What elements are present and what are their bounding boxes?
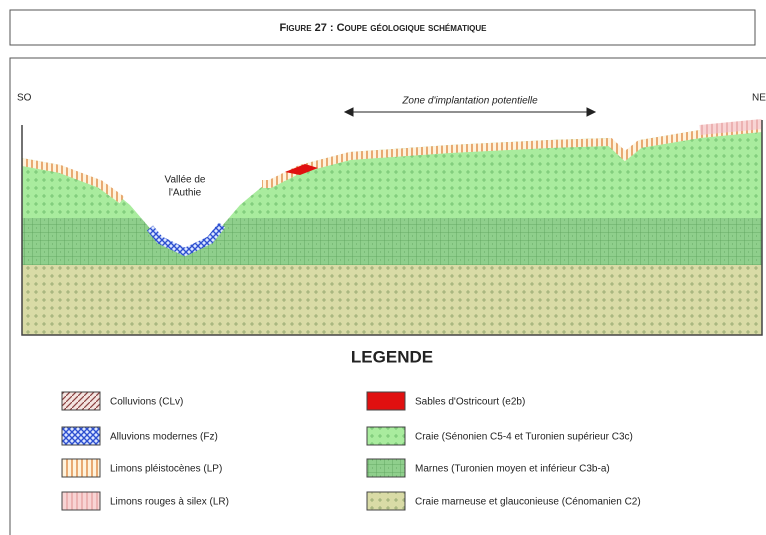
figure-title: Figure 27 : Coupe géologique schématique	[279, 22, 487, 34]
cross-section	[21, 100, 763, 336]
section-border	[21, 120, 763, 336]
left-label: SO	[17, 93, 32, 104]
swatch	[366, 491, 406, 511]
zone-arrow	[343, 107, 597, 117]
legend-label: Sables d'Ostricourt (e2b)	[415, 397, 525, 408]
legend-label: Alluvions modernes (Fz)	[110, 432, 218, 443]
frame	[9, 57, 766, 535]
limons	[21, 124, 763, 204]
swatch	[366, 426, 406, 446]
swatch	[366, 458, 406, 478]
swatch	[366, 391, 406, 411]
swatch	[61, 426, 101, 446]
swatch	[61, 491, 101, 511]
marnes-layer	[22, 218, 762, 265]
legend-label: Craie (Sénonien C5-4 et Turonien supérie…	[415, 432, 633, 443]
legend: Colluvions (CLv) Alluvions modernes (Fz)…	[61, 391, 641, 511]
valley-label: Vallée de	[165, 175, 206, 186]
legend-label: Limons pléistocènes (LP)	[110, 464, 222, 475]
alluvions	[146, 222, 226, 257]
legend-label: Colluvions (CLv)	[110, 397, 183, 408]
cenomanien-layer	[22, 265, 762, 335]
sky	[22, 100, 762, 252]
legend-title: LEGENDE	[351, 347, 433, 366]
legend-label: Craie marneuse et glauconieuse (Cénomani…	[415, 497, 641, 508]
swatch	[61, 458, 101, 478]
title-box	[9, 9, 756, 46]
valley-label: l'Authie	[169, 188, 202, 199]
limons-rouges	[699, 119, 763, 135]
swatch	[61, 391, 101, 411]
sables	[285, 164, 318, 175]
zone-label: Zone d'implantation potentielle	[401, 96, 538, 107]
legend-label: Limons rouges à silex (LR)	[110, 497, 229, 508]
right-label: NE	[752, 93, 766, 104]
legend-label: Marnes (Turonien moyen et inférieur C3b-…	[415, 464, 610, 475]
